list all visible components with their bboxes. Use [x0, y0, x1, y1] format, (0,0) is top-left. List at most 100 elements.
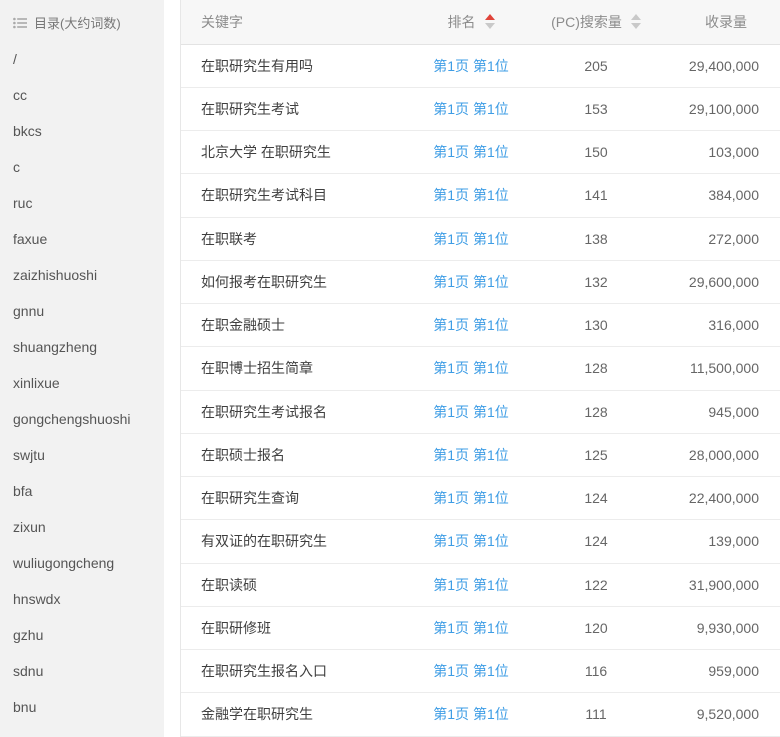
index-volume-cell: 29,100,000	[651, 87, 780, 132]
sidebar-item-wuliugongcheng[interactable]: wuliugongcheng	[13, 555, 115, 571]
search-volume-cell: 153	[541, 87, 651, 132]
table-row: 在职研究生考试科目 第1页 第1位 141 384,000	[181, 173, 780, 218]
rank-link[interactable]: 第1页 第1位	[433, 663, 509, 680]
rank-cell: 第1页 第1位	[401, 606, 541, 651]
table-row: 在职研究生报名入口 第1页 第1位 116 959,000	[181, 649, 780, 694]
rank-link[interactable]: 第1页 第1位	[433, 619, 509, 636]
rank-link[interactable]: 第1页 第1位	[433, 317, 509, 334]
keyword-cell: 在职金融硕士	[181, 303, 401, 348]
sidebar-item-shuangzheng[interactable]: shuangzheng	[13, 339, 98, 355]
rank-link[interactable]: 第1页 第1位	[433, 706, 509, 723]
search-volume-cell: 141	[541, 173, 651, 218]
keyword-cell: 在职博士招生简章	[181, 346, 401, 391]
rank-link[interactable]: 第1页 第1位	[433, 490, 509, 507]
sort-asc-icon[interactable]	[484, 14, 495, 21]
sort-asc-icon[interactable]	[630, 14, 641, 21]
rank-link[interactable]: 第1页 第1位	[433, 403, 509, 420]
sort-arrows-search-volume[interactable]	[630, 14, 641, 30]
search-volume-cell: 124	[541, 519, 651, 564]
keyword-table: 关键字 排名 (PC)搜索量	[181, 0, 780, 737]
keyword-cell: 在职硕士报名	[181, 433, 401, 478]
rank-cell: 第1页 第1位	[401, 433, 541, 478]
search-volume-cell: 150	[541, 130, 651, 175]
table-row: 在职读硕 第1页 第1位 122 31,900,000	[181, 563, 780, 607]
index-volume-cell: 9,520,000	[651, 692, 780, 737]
search-volume-cell: 128	[541, 346, 651, 391]
sidebar-item-bfa[interactable]: bfa	[13, 483, 33, 499]
table-row: 有双证的在职研究生 第1页 第1位 124 139,000	[181, 519, 780, 564]
sidebar-item-sdnu[interactable]: sdnu	[13, 663, 44, 679]
sidebar-item-c[interactable]: c	[13, 159, 20, 175]
sidebar-item-cc[interactable]: cc	[13, 87, 27, 103]
sort-desc-icon[interactable]	[630, 23, 641, 30]
search-volume-cell: 138	[541, 217, 651, 261]
rank-link[interactable]: 第1页 第1位	[433, 100, 509, 117]
index-volume-cell: 272,000	[651, 217, 780, 261]
column-header-search-volume[interactable]: (PC)搜索量	[541, 0, 651, 45]
table-row: 在职研究生有用吗 第1页 第1位 205 29,400,000	[181, 44, 780, 88]
rank-cell: 第1页 第1位	[401, 303, 541, 348]
list-icon	[13, 17, 27, 29]
sidebar-item-zixun[interactable]: zixun	[13, 519, 46, 535]
rank-link[interactable]: 第1页 第1位	[433, 57, 509, 74]
search-volume-cell: 111	[541, 692, 651, 737]
sidebar-item-faxue[interactable]: faxue	[13, 231, 48, 247]
table-header-row: 关键字 排名 (PC)搜索量	[181, 0, 780, 45]
rank-link[interactable]: 第1页 第1位	[433, 446, 509, 463]
table-row: 在职金融硕士 第1页 第1位 130 316,000	[181, 303, 780, 348]
index-volume-cell: 28,000,000	[651, 433, 780, 478]
index-volume-column-label: 收录量	[705, 13, 747, 30]
table-row: 在职博士招生简章 第1页 第1位 128 11,500,000	[181, 346, 780, 391]
keyword-cell: 在职研究生考试科目	[181, 173, 401, 218]
keyword-cell: 在职研修班	[181, 606, 401, 651]
table-row: 在职研究生查询 第1页 第1位 124 22,400,000	[181, 476, 780, 521]
search-volume-cell: 128	[541, 390, 651, 434]
rank-cell: 第1页 第1位	[401, 346, 541, 391]
sidebar-item-root[interactable]: /	[13, 51, 17, 67]
sidebar-item-bnu[interactable]: bnu	[13, 699, 37, 715]
sidebar-item-gnnu[interactable]: gnnu	[13, 303, 45, 319]
search-volume-cell: 130	[541, 303, 651, 348]
sidebar-item-swjtu[interactable]: swjtu	[13, 447, 45, 463]
search-volume-column-label: (PC)搜索量	[551, 13, 622, 30]
rank-cell: 第1页 第1位	[401, 563, 541, 607]
rank-cell: 第1页 第1位	[401, 217, 541, 261]
sidebar-item-gongchengshuoshi[interactable]: gongchengshuoshi	[13, 411, 131, 427]
sidebar-item-bkcs[interactable]: bkcs	[13, 123, 42, 139]
rank-cell: 第1页 第1位	[401, 130, 541, 175]
rank-link[interactable]: 第1页 第1位	[433, 144, 509, 161]
keyword-cell: 金融学在职研究生	[181, 692, 401, 737]
keyword-table-panel: 关键字 排名 (PC)搜索量	[180, 0, 780, 737]
sidebar-item-xinlixue[interactable]: xinlixue	[13, 375, 60, 391]
table-row: 在职硕士报名 第1页 第1位 125 28,000,000	[181, 433, 780, 478]
column-header-index-volume: 收录量	[651, 0, 780, 45]
index-volume-cell: 22,400,000	[651, 476, 780, 521]
sidebar-item-hnswdx[interactable]: hnswdx	[13, 591, 61, 607]
rank-link[interactable]: 第1页 第1位	[433, 230, 509, 247]
table-row: 在职联考 第1页 第1位 138 272,000	[181, 217, 780, 261]
keyword-cell: 有双证的在职研究生	[181, 519, 401, 564]
sidebar-item-gzhu[interactable]: gzhu	[13, 627, 44, 643]
rank-link[interactable]: 第1页 第1位	[433, 360, 509, 377]
rank-link[interactable]: 第1页 第1位	[433, 576, 509, 593]
directory-sidebar: 目录(大约词数) / cc bkcs c ruc faxue zaizhishuoshi gn…	[0, 0, 164, 737]
column-header-keyword: 关键字	[181, 0, 401, 45]
keyword-cell: 在职研究生考试	[181, 87, 401, 132]
index-volume-cell: 29,400,000	[651, 44, 780, 88]
rank-cell: 第1页 第1位	[401, 519, 541, 564]
rank-column-label: 排名	[447, 13, 476, 30]
keyword-table-body: 在职研究生有用吗 第1页 第1位 205 29,400,000 在职研究生考试 第1页 第…	[181, 44, 780, 737]
rank-link[interactable]: 第1页 第1位	[433, 533, 509, 550]
sidebar-item-zaizhishuoshi[interactable]: zaizhishuoshi	[13, 267, 98, 283]
sort-arrows-rank[interactable]	[484, 14, 495, 30]
rank-link[interactable]: 第1页 第1位	[433, 273, 509, 290]
directory-title: 目录(大约词数)	[34, 16, 121, 31]
sort-desc-icon[interactable]	[484, 23, 495, 30]
sidebar-item-ruc[interactable]: ruc	[13, 195, 33, 211]
rank-link[interactable]: 第1页 第1位	[433, 187, 509, 204]
keyword-cell: 在职读硕	[181, 563, 401, 607]
keyword-cell: 在职研究生报名入口	[181, 649, 401, 694]
search-volume-cell: 125	[541, 433, 651, 478]
search-volume-cell: 122	[541, 563, 651, 607]
column-header-rank[interactable]: 排名	[401, 0, 541, 45]
